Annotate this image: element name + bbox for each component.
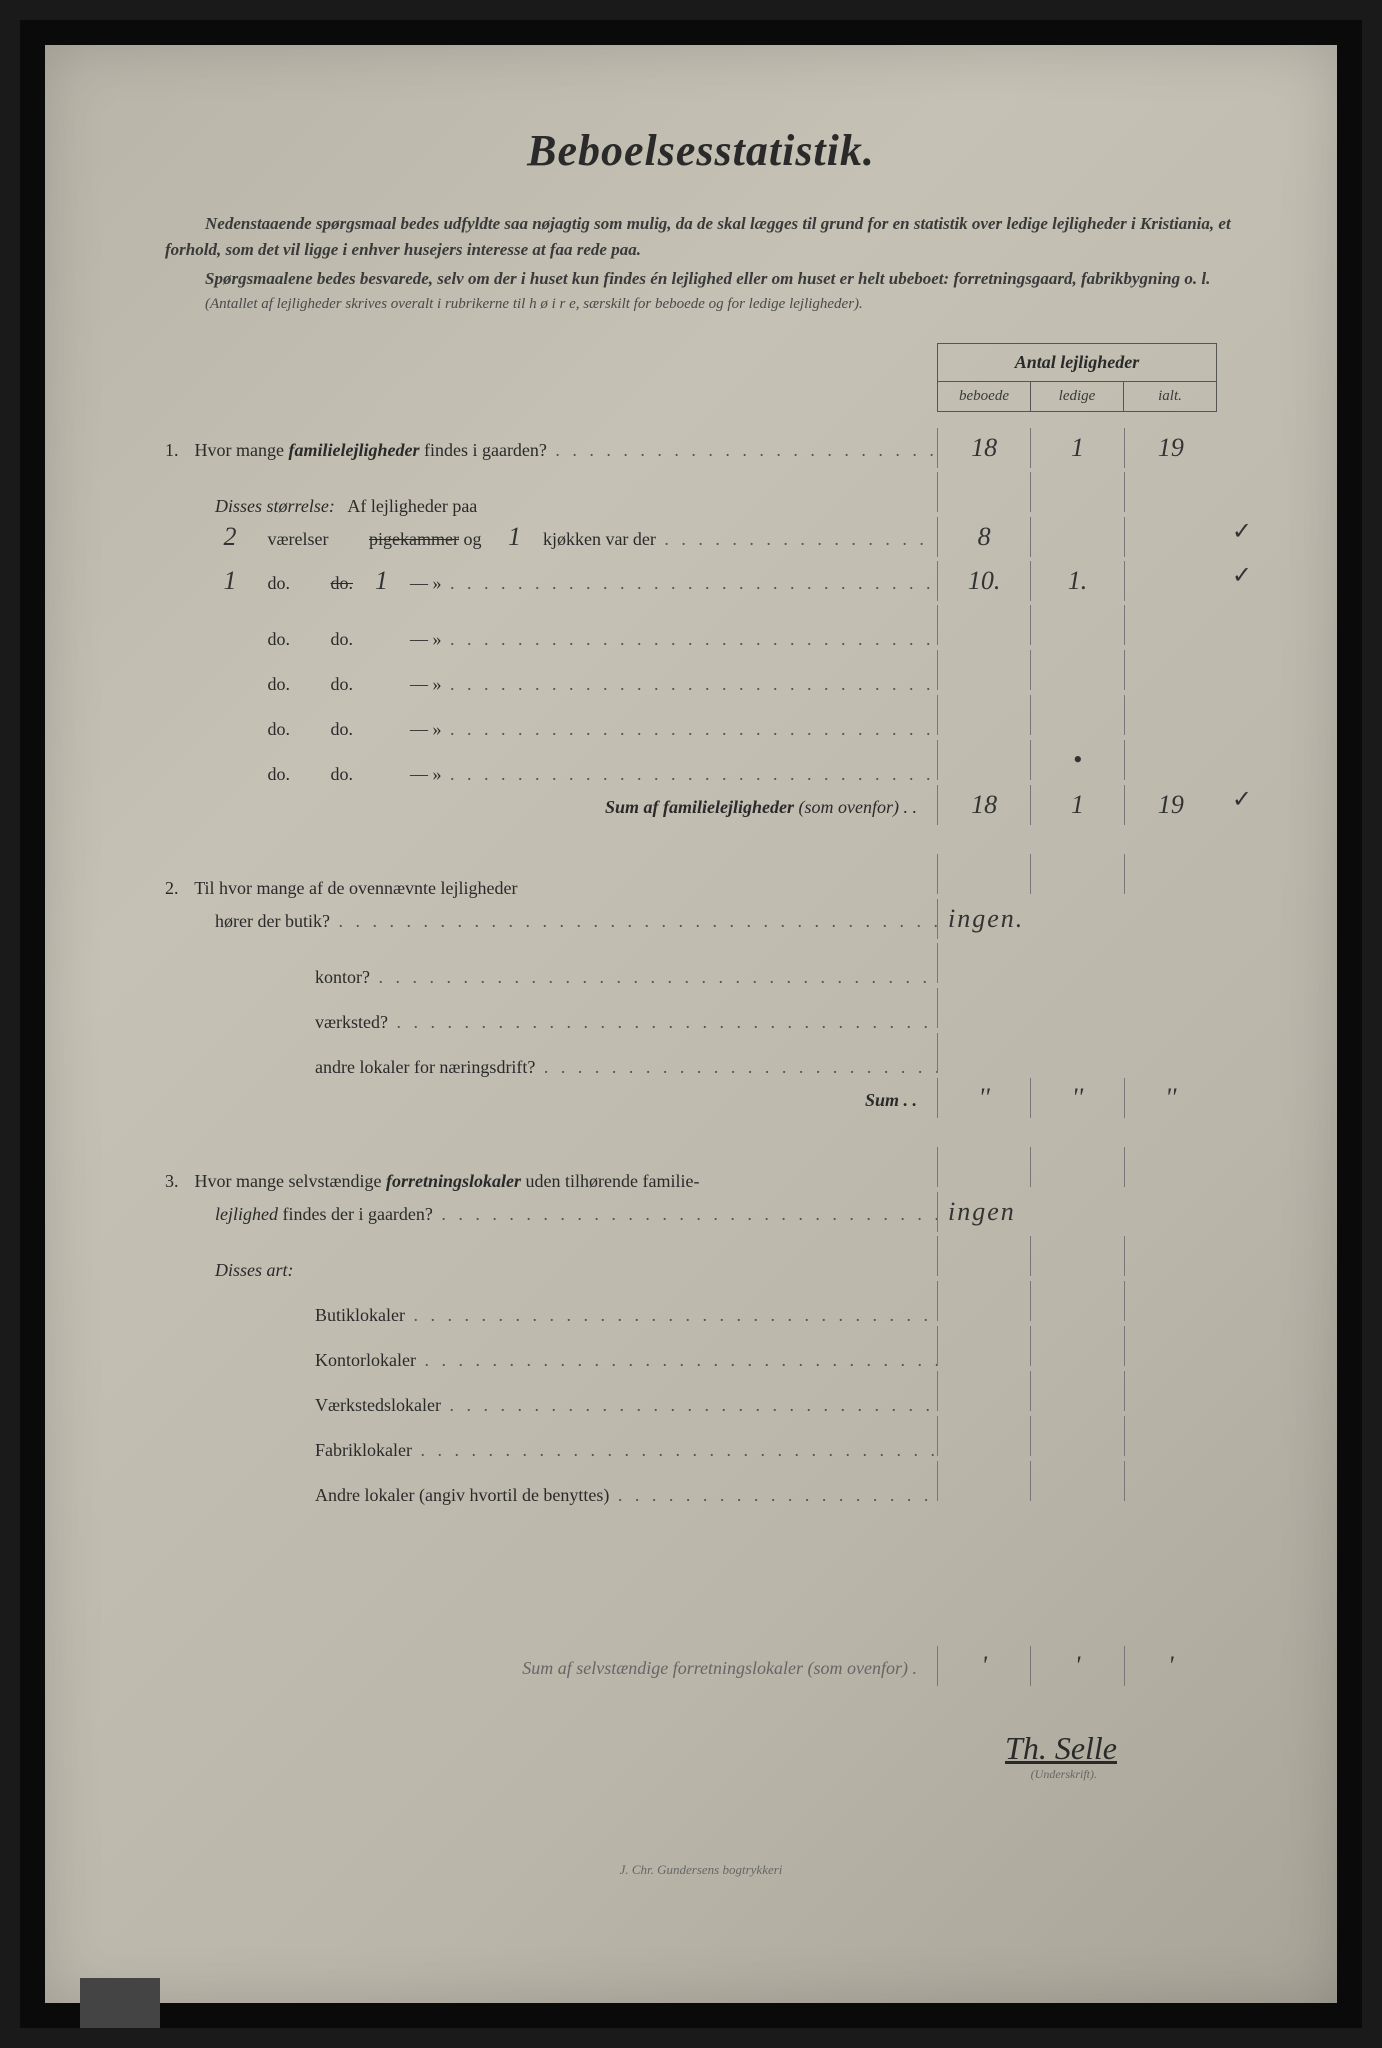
- body-rows: 1. Hvor mange familielejligheder findes …: [165, 343, 1237, 1690]
- intro-p1: Nedenstaaende spørgsmaal bedes udfyldte …: [165, 211, 1237, 262]
- printer-credit: J. Chr. Gundersens bogtrykkeri: [165, 1862, 1237, 1878]
- q1-detail-row: do. do. — » •: [165, 740, 1237, 785]
- col-header-title: Antal lejligheder: [938, 344, 1216, 382]
- scan-frame: Beboelsesstatistik. Nedenstaaende spørgs…: [20, 20, 1362, 2028]
- document-paper: Beboelsesstatistik. Nedenstaaende spørgs…: [45, 45, 1337, 2003]
- q3-row2: lejlighed findes der i gaarden? ingen: [165, 1192, 1237, 1236]
- q3-detail-row: Andre lokaler (angiv hvortil de benyttes…: [165, 1461, 1237, 1506]
- q3-sum: Sum af selvstændige forretningslokaler (…: [165, 1646, 1237, 1690]
- q2-detail-row: kontor?: [165, 943, 1237, 988]
- col-beboede: beboede: [938, 382, 1031, 411]
- col-header-sub: beboede ledige ialt.: [938, 382, 1216, 412]
- q3-row: 3. Hvor mange selvstændige forretningslo…: [165, 1147, 1237, 1192]
- q2-row: 2. Til hvor mange af de ovennævnte lejli…: [165, 854, 1237, 899]
- q3-detail-row: Værkstedslokaler: [165, 1371, 1237, 1416]
- col-ialt: ialt.: [1124, 382, 1216, 411]
- q1-detail-row: do. do. — »: [165, 650, 1237, 695]
- q1-detail-row: 2 værelser pigekammer og 1 kjøkken var d…: [165, 517, 1237, 561]
- q1-sum: Sum af familielejligheder (som ovenfor) …: [165, 785, 1237, 829]
- q3-detail-row: Kontorlokaler: [165, 1326, 1237, 1371]
- q1-row: 1. Hvor mange familielejligheder findes …: [165, 428, 1237, 472]
- q2-detail-row: andre lokaler for næringsdrift?: [165, 1033, 1237, 1078]
- q2-detail-row: hører der butik? ingen.: [165, 899, 1237, 943]
- intro-p2: Spørgsmaalene bedes besvarede, selv om d…: [165, 266, 1237, 292]
- table-area: Antal lejligheder beboede ledige ialt. 1…: [165, 343, 1237, 1690]
- signature-sub: (Underskrift).: [165, 1767, 1237, 1782]
- col-ledige: ledige: [1031, 382, 1124, 411]
- column-header: Antal lejligheder beboede ledige ialt.: [937, 343, 1217, 412]
- q3-detail-row: Butiklokaler: [165, 1281, 1237, 1326]
- scan-artifact: [80, 1978, 160, 2028]
- q2-detail-row: værksted?: [165, 988, 1237, 1033]
- q3-disses: Disses art:: [165, 1236, 1237, 1281]
- page-title: Beboelsesstatistik.: [165, 125, 1237, 176]
- q1-vals: 18 1 19: [937, 428, 1217, 468]
- intro-note: (Antallet af lejligheder skrives overalt…: [165, 296, 1237, 313]
- signature: Th. Selle: [165, 1730, 1237, 1767]
- q1-label: 1. Hvor mange familielejligheder findes …: [165, 440, 937, 461]
- q1-detail-row: do. do. — »: [165, 695, 1237, 740]
- q3-detail-row: Fabriklokaler: [165, 1416, 1237, 1461]
- q1-disses: Disses størrelse: Af lejligheder paa: [165, 472, 1237, 517]
- q1-detail-row: do. do. — »: [165, 605, 1237, 650]
- q1-detail-row: 1 do. do. 1 — » 10. 1. ✓: [165, 561, 1237, 605]
- q2-sum: Sum . . '' '' '': [165, 1078, 1237, 1122]
